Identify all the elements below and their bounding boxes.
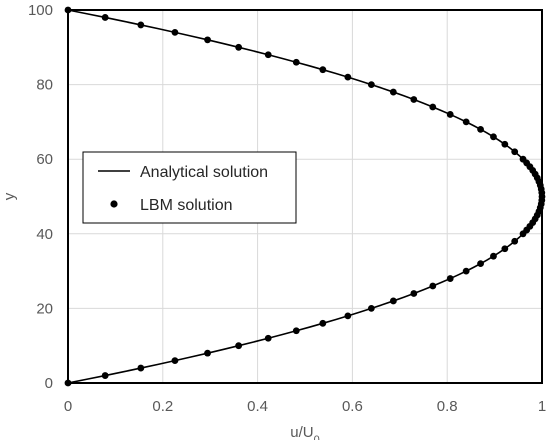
legend-label-analytical: Analytical solution — [140, 164, 268, 181]
x-tick-label: 0 — [64, 398, 72, 415]
legend-marker-swatch — [110, 200, 118, 208]
lbm-solution-point — [462, 118, 470, 126]
lbm-solution-point — [292, 327, 300, 335]
lbm-solution-point — [477, 125, 484, 133]
plot-area-border — [67, 9, 543, 384]
lbm-solution-point — [292, 58, 300, 66]
y-tick-label: 0 — [45, 375, 53, 392]
lbm-solution-point — [446, 111, 454, 118]
legend: Analytical solution LBM solution — [82, 151, 297, 224]
lbm-solution-point — [490, 252, 497, 260]
lbm-solution-point — [204, 349, 211, 357]
lbm-solution-point — [477, 260, 484, 268]
y-tick-label: 60 — [36, 151, 53, 168]
lbm-solution-point — [137, 21, 145, 29]
y-tick-label: 20 — [36, 300, 53, 317]
y-tick-label: 80 — [36, 77, 53, 94]
lbm-solution-point — [367, 81, 375, 88]
x-axis-title: u/U0 — [290, 424, 319, 440]
lbm-solution-point — [319, 66, 327, 74]
y-tick-label: 40 — [36, 226, 53, 243]
y-tick-label: 100 — [28, 2, 53, 19]
legend-box — [82, 151, 297, 224]
x-tick-label: 0.8 — [437, 398, 458, 415]
lbm-solution-point — [410, 96, 418, 103]
lbm-solution-point — [235, 43, 243, 51]
lbm-solution-point — [264, 51, 272, 59]
lbm-solution-point — [446, 275, 454, 282]
y-axis-title: y — [1, 192, 18, 200]
lbm-solution-point — [429, 282, 437, 290]
lbm-solution-point — [410, 290, 418, 297]
lbm-solution-point — [171, 28, 179, 36]
lbm-solution-point — [367, 305, 375, 312]
lbm-solution-point — [171, 357, 179, 365]
lbm-solution-point — [511, 148, 519, 156]
lbm-solution-point — [344, 312, 352, 320]
lbm-solution-point — [235, 342, 243, 350]
x-axis-title-subscript: 0 — [314, 434, 320, 440]
x-tick-label: 0.6 — [342, 398, 363, 415]
lbm-solution-point — [501, 140, 509, 148]
lbm-solution-point — [429, 103, 437, 111]
lbm-solution-point — [511, 237, 519, 245]
lbm-solution-point — [490, 133, 497, 141]
x-tick-label: 1 — [538, 398, 546, 415]
lbm-solution-point — [389, 88, 397, 96]
lbm-solution-point — [389, 297, 397, 305]
x-tick-label: 0.4 — [247, 398, 268, 415]
legend-label-lbm: LBM solution — [140, 197, 233, 214]
lbm-solution-point — [519, 155, 527, 163]
lbm-solution-point — [137, 364, 145, 372]
lbm-solution-point — [101, 372, 109, 379]
lbm-solution-point — [344, 73, 352, 81]
tick-labels: 0 0.2 0.4 0.6 0.8 1 0 20 40 60 80 100 — [28, 2, 546, 415]
lbm-solution-point — [264, 334, 272, 342]
x-tick-label: 0.2 — [152, 398, 173, 415]
lbm-solution-point — [204, 36, 211, 44]
lbm-solution-point — [462, 267, 470, 275]
lbm-solution-point — [319, 319, 327, 327]
lbm-solution-point — [501, 245, 509, 253]
lbm-solution-point — [101, 14, 109, 21]
x-axis-title-main: u/U — [290, 424, 313, 440]
